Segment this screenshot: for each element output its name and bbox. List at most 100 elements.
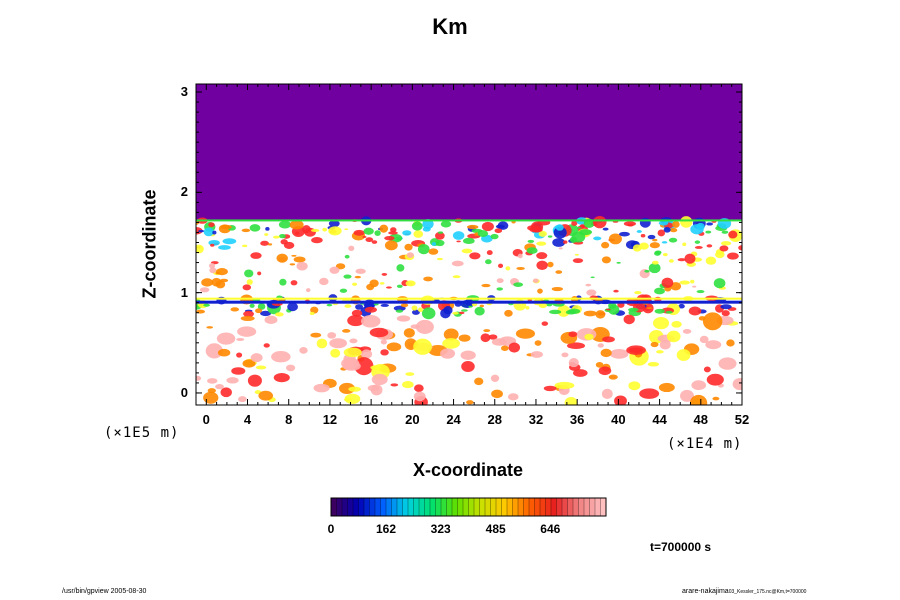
contour-cell <box>561 352 569 358</box>
contour-cell <box>218 245 231 250</box>
colorbar-segment <box>507 498 513 516</box>
contour-cell <box>257 303 266 310</box>
contour-cell <box>296 261 308 271</box>
contour-cell <box>601 241 610 249</box>
contour-cell <box>215 384 224 390</box>
contour-cell <box>379 282 385 285</box>
colorbar-tick-label: 646 <box>540 522 561 536</box>
contour-cell <box>452 231 465 240</box>
colorbar-segment <box>490 498 497 516</box>
contour-cell <box>244 269 254 278</box>
contour-cell <box>342 361 361 371</box>
contour-cell <box>498 263 504 269</box>
contour-cell <box>413 338 432 355</box>
contour-cell <box>395 309 403 313</box>
contour-cell <box>565 309 577 315</box>
contour-cell <box>316 338 328 349</box>
contour-cell <box>579 229 593 236</box>
contour-cell <box>481 221 494 232</box>
contour-cell <box>564 396 578 405</box>
contour-cell <box>423 276 433 282</box>
contour-cell <box>602 227 609 231</box>
contour-cell <box>198 229 205 233</box>
contour-cell <box>513 282 524 287</box>
contour-cell <box>406 252 414 258</box>
contour-cell <box>203 391 219 404</box>
contour-cell <box>209 267 217 274</box>
colorbar-segment <box>518 498 524 516</box>
contour-cell <box>526 247 538 254</box>
contour-cell <box>246 279 253 285</box>
contour-cell <box>491 389 503 399</box>
contour-cell <box>278 220 292 229</box>
contour-cell <box>720 304 732 310</box>
y-tick-label: 2 <box>180 184 188 200</box>
footer-file: 03_Kessler_175.nc@Km,t=700000 <box>728 589 807 595</box>
contour-cell <box>661 277 674 288</box>
contour-cell <box>721 310 730 317</box>
contour-cell <box>369 279 379 288</box>
contour-cell <box>243 310 254 318</box>
contour-cell <box>616 261 621 264</box>
contour-cell <box>240 315 255 322</box>
contour-cell <box>242 359 256 368</box>
contour-cell <box>558 247 563 250</box>
contour-cell <box>343 274 352 279</box>
contour-cell <box>601 256 611 264</box>
contour-cell <box>682 242 687 247</box>
contour-cell <box>569 236 578 243</box>
contour-cell <box>732 378 742 391</box>
contour-cell <box>650 341 659 348</box>
contour-cell <box>689 394 708 405</box>
contour-cell <box>669 259 674 263</box>
contour-cell <box>322 227 328 232</box>
contour-cell <box>438 231 444 234</box>
contour-cell <box>384 235 395 241</box>
contour-cell <box>360 315 381 328</box>
contour-cell <box>538 230 547 237</box>
contour-cell <box>460 350 476 361</box>
contour-cell <box>206 326 214 329</box>
colorbar-segment <box>347 498 354 516</box>
contour-cell <box>485 259 492 265</box>
contour-cell <box>699 335 709 344</box>
contour-cell <box>285 364 296 372</box>
contour-cell <box>537 288 543 294</box>
x-tick-label: 40 <box>611 412 626 427</box>
contour-cell <box>365 237 374 243</box>
contour-cell <box>490 233 499 240</box>
contour-cell <box>352 282 358 286</box>
contour-cell <box>237 326 257 337</box>
contour-cell <box>532 278 539 283</box>
contour-cell <box>241 228 251 233</box>
contour-cell <box>661 241 668 244</box>
contour-cell <box>355 304 364 310</box>
contour-cell <box>497 221 509 230</box>
contour-cell <box>712 396 720 401</box>
contour-cell <box>215 272 220 275</box>
contour-cell <box>719 245 729 252</box>
contour-cell <box>250 252 262 259</box>
colorbar-segment <box>573 498 579 516</box>
contour-cell <box>370 365 382 370</box>
contour-cell <box>517 253 523 259</box>
contour-cell <box>671 320 682 328</box>
contour-cell <box>468 305 473 308</box>
contour-cell <box>649 242 660 249</box>
footer-author-name: arare-nakajima <box>682 588 729 595</box>
footer-command: /usr/bin/gpview 2005-08-30 <box>62 588 147 595</box>
contour-cell <box>652 260 659 265</box>
contour-cell <box>676 349 691 361</box>
contour-cell <box>258 390 274 401</box>
colorbar-segment <box>512 498 519 516</box>
colorbar-segment <box>463 498 469 516</box>
contour-cell <box>547 235 553 238</box>
x-tick-label: 16 <box>363 412 379 427</box>
contour-cell <box>428 248 439 255</box>
contour-cell <box>344 254 350 259</box>
colorbar-segment <box>358 498 365 516</box>
contour-cell <box>405 372 415 376</box>
contour-cell <box>665 310 673 314</box>
x-tick-label: 20 <box>405 412 420 427</box>
contour-cell <box>293 256 306 263</box>
